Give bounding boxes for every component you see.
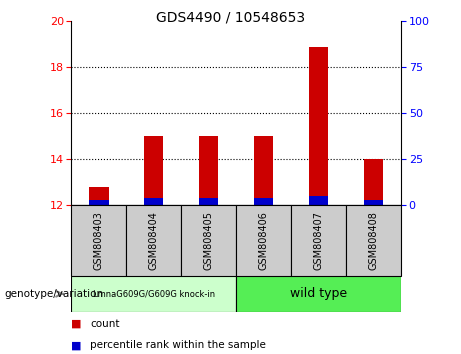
Text: GSM808403: GSM808403 xyxy=(94,211,104,270)
Bar xyxy=(364,159,383,205)
Text: GDS4490 / 10548653: GDS4490 / 10548653 xyxy=(156,11,305,25)
Bar xyxy=(254,198,273,205)
Bar xyxy=(346,205,401,276)
Bar xyxy=(254,136,273,205)
Text: count: count xyxy=(90,319,119,329)
Text: ■: ■ xyxy=(71,319,82,329)
Text: percentile rank within the sample: percentile rank within the sample xyxy=(90,340,266,350)
Text: GSM808405: GSM808405 xyxy=(204,211,214,270)
Bar xyxy=(144,198,164,205)
Text: LmnaG609G/G609G knock-in: LmnaG609G/G609G knock-in xyxy=(93,289,215,298)
Bar xyxy=(236,205,291,276)
Bar xyxy=(144,136,164,205)
Bar xyxy=(89,200,108,205)
Bar xyxy=(199,198,219,205)
Text: wild type: wild type xyxy=(290,287,347,300)
Bar xyxy=(364,200,383,205)
Bar xyxy=(309,196,328,205)
Bar xyxy=(71,276,236,312)
Bar xyxy=(71,205,126,276)
Text: GSM808404: GSM808404 xyxy=(149,211,159,270)
Bar xyxy=(291,205,346,276)
Text: genotype/variation: genotype/variation xyxy=(5,289,104,299)
Text: ■: ■ xyxy=(71,340,82,350)
Bar xyxy=(89,187,108,205)
Text: GSM808407: GSM808407 xyxy=(313,211,324,270)
Bar xyxy=(181,205,236,276)
Text: GSM808406: GSM808406 xyxy=(259,211,269,270)
Text: GSM808408: GSM808408 xyxy=(369,211,378,270)
Bar xyxy=(309,47,328,205)
Bar xyxy=(236,276,401,312)
Bar xyxy=(199,136,219,205)
Bar xyxy=(126,205,181,276)
